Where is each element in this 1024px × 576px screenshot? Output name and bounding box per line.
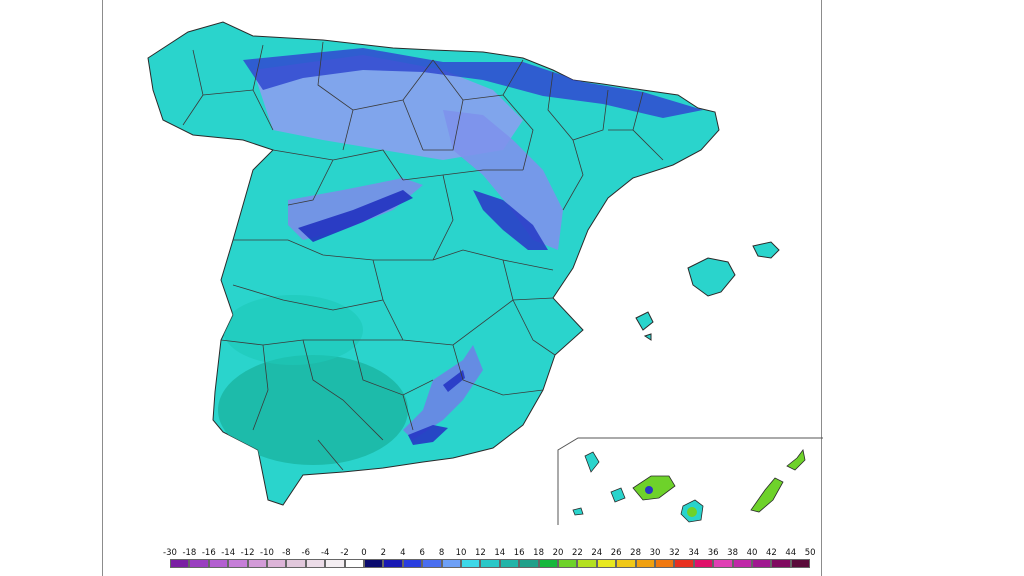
legend-swatch [732, 559, 752, 568]
central-system-cold [298, 190, 413, 242]
legend-label: 22 [571, 548, 583, 558]
legend-label: 50 [804, 548, 816, 558]
fuerteventura [750, 477, 784, 513]
el-hierro [572, 507, 584, 516]
legend-label: -4 [320, 548, 330, 558]
legend-label: -14 [221, 548, 236, 558]
legend-swatch [344, 559, 364, 568]
menorca [752, 241, 780, 259]
legend-swatch [208, 559, 229, 568]
legend-label: 6 [419, 548, 425, 558]
legend-label: 42 [765, 548, 777, 558]
legend-label: -6 [301, 548, 311, 558]
peninsula [147, 21, 720, 506]
legend-label: 12 [474, 548, 486, 558]
la-palma [584, 451, 600, 473]
legend-swatch [267, 559, 287, 568]
legend-label: -8 [282, 548, 291, 558]
legend-label: -10 [260, 548, 274, 558]
legend-swatch [325, 559, 345, 568]
sierra-nevada-cold [408, 425, 448, 445]
legend-label: 0 [361, 548, 367, 558]
legend-label: 2 [380, 548, 387, 558]
legend-swatch [693, 559, 714, 568]
legend-swatch [286, 559, 306, 568]
legend-label: 30 [649, 548, 661, 558]
legend-label: 38 [727, 548, 739, 558]
teide-cold [645, 486, 653, 494]
legend-label: 10 [455, 548, 467, 558]
temperature-map [147, 21, 823, 525]
legend-swatch [577, 559, 597, 568]
legend-swatch [422, 559, 442, 568]
legend-label: 28 [630, 548, 642, 558]
province-borders [182, 41, 664, 471]
guadalquivir-warm-zone [218, 355, 408, 465]
legend-label: 8 [438, 548, 445, 558]
legend-label: -12 [240, 548, 255, 558]
legend-swatch [558, 559, 578, 568]
map-frame [102, 0, 823, 576]
legend-swatch [499, 559, 520, 568]
legend-label: 40 [746, 548, 758, 558]
legend-swatch [771, 559, 791, 568]
legend-label: -2 [340, 548, 349, 558]
formentera [643, 333, 652, 341]
legend-label: 24 [591, 548, 603, 558]
legend-label: 20 [552, 548, 564, 558]
legend-swatch [752, 559, 772, 568]
legend-label: 18 [533, 548, 545, 558]
legend-swatch [461, 559, 481, 568]
legend-label: 16 [513, 548, 525, 558]
legend-label: -18 [182, 548, 197, 558]
legend-swatch [713, 559, 733, 568]
legend-swatch [228, 559, 248, 568]
legend-swatch [402, 559, 423, 568]
tenerife [632, 475, 676, 501]
legend-swatch [441, 559, 461, 568]
legend-label: 44 [785, 548, 797, 558]
legend-swatch [538, 559, 558, 568]
legend-label: -16 [201, 548, 216, 558]
legend-swatch [674, 559, 694, 568]
legend-label: 32 [668, 548, 680, 558]
legend-swatch [596, 559, 617, 568]
la-gomera [610, 487, 626, 503]
legend-swatch [364, 559, 384, 568]
legend-swatch [247, 559, 267, 568]
legend-label: 14 [494, 548, 506, 558]
legend-swatch [519, 559, 539, 568]
cantabrian-cold-band [243, 48, 703, 118]
legend-label: 4 [400, 548, 406, 558]
canary-inset [557, 437, 823, 525]
legend-label: 26 [610, 548, 622, 558]
legend-label: 36 [707, 548, 719, 558]
legend-swatch [655, 559, 675, 568]
temperature-legend: -30 -18 -16 -14 -12 -10 -8 -6 -4 -2 0 2 4 6 8 10 12 14 16 1… [163, 548, 816, 572]
lanzarote [786, 449, 806, 471]
ibiza [635, 311, 654, 331]
legend-swatch [189, 559, 209, 568]
legend-label: -30 [163, 548, 177, 558]
legend-swatch [170, 559, 190, 568]
balearic-islands [635, 241, 780, 341]
legend-label: 34 [688, 548, 700, 558]
legend-swatch [305, 559, 326, 568]
legend-swatch [383, 559, 403, 568]
legend-swatch [480, 559, 500, 568]
legend-swatch [790, 559, 811, 568]
legend-swatch [635, 559, 655, 568]
mallorca [687, 257, 736, 297]
legend-swatch [616, 559, 636, 568]
iberian-system-cold [473, 190, 548, 250]
